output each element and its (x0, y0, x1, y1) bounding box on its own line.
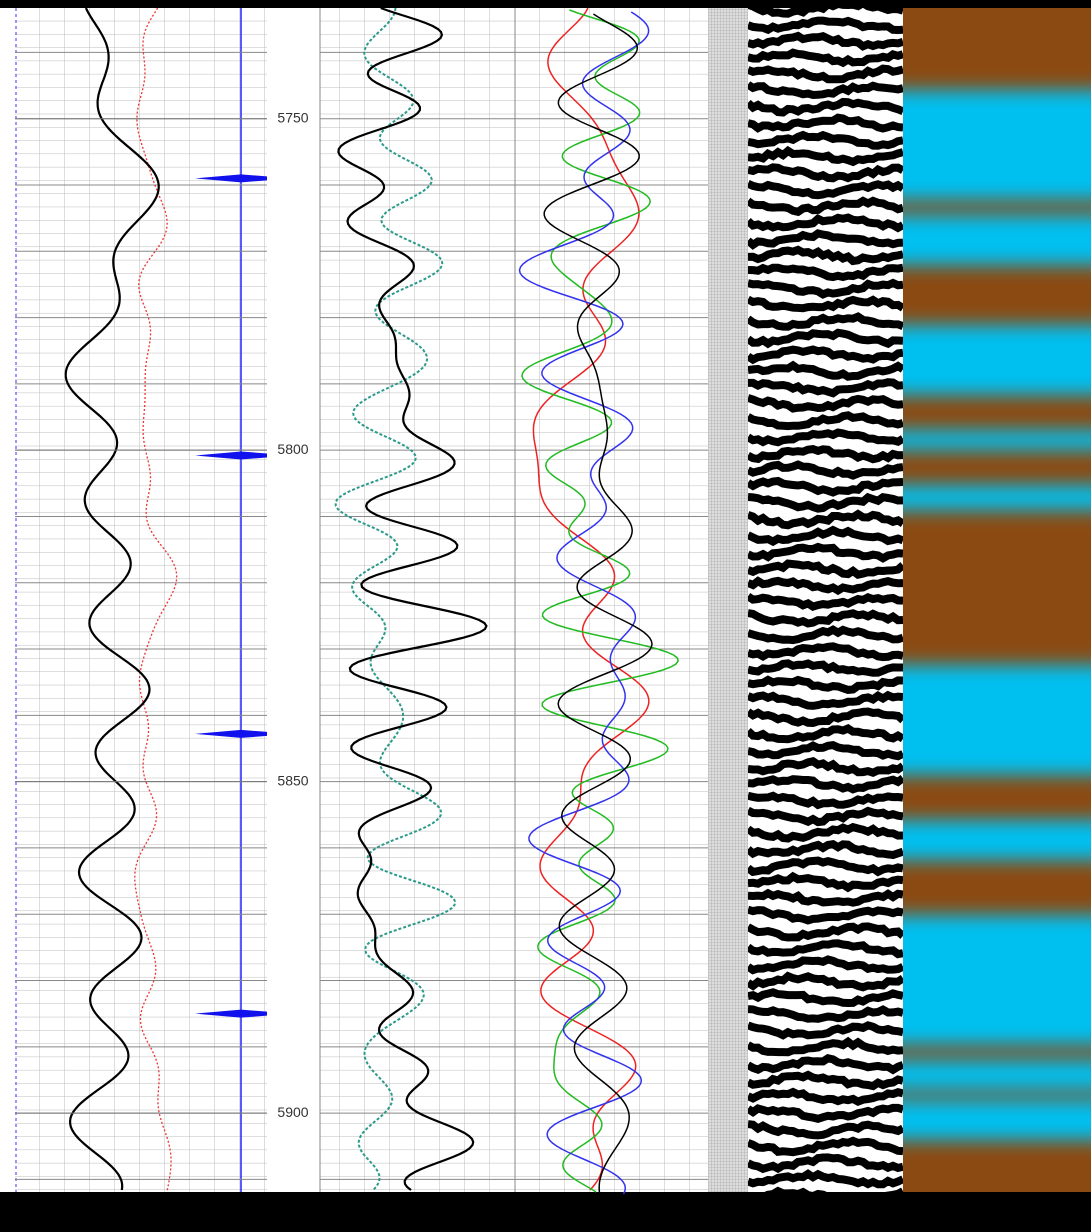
cyan-band (880, 90, 1091, 200)
cyan-band (880, 915, 1091, 965)
track-2-grid (320, 8, 515, 1192)
cyan-band (880, 820, 1091, 860)
depth-label: 5800 (277, 441, 308, 457)
cyan-band (880, 215, 1091, 265)
cyan-band (880, 1100, 1091, 1140)
depth-label: 5900 (277, 1104, 308, 1120)
cyan-band (880, 1060, 1091, 1090)
depth-label: 5850 (277, 772, 308, 788)
depth-track (267, 8, 320, 1192)
depth-label: 5750 (277, 109, 308, 125)
left-edge (0, 8, 15, 1192)
cyan-band (880, 325, 1091, 395)
mesh-track (708, 8, 748, 1192)
cyan-band (880, 430, 1091, 450)
cyan-band (880, 965, 1091, 1045)
cyan-band (880, 485, 1091, 510)
track-3-grid (515, 8, 708, 1192)
cyan-band (880, 665, 1091, 775)
well-log: 5750 5800 5850 5900 (0, 0, 1091, 1232)
